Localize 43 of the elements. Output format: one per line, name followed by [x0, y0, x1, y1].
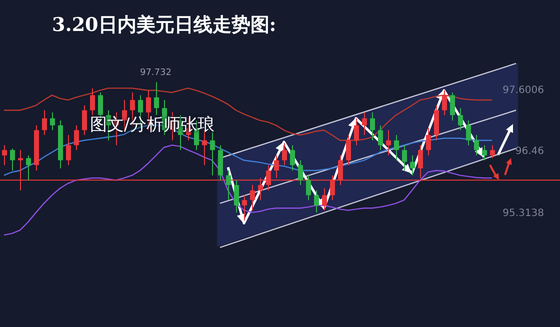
y-tick-label: 96.46	[515, 146, 544, 158]
candlestick	[354, 118, 359, 146]
candlestick	[226, 170, 231, 201]
candlestick	[466, 120, 471, 146]
candlestick	[74, 124, 79, 151]
candlestick	[490, 144, 495, 159]
candlestick	[42, 110, 47, 136]
candlestick	[402, 144, 407, 171]
candlestick	[378, 124, 383, 151]
candlestick	[26, 154, 31, 181]
candlestick	[482, 144, 487, 161]
candlestick	[66, 134, 71, 166]
candlestick	[322, 188, 327, 211]
y-tick-label: 95.3138	[502, 208, 544, 219]
candlestick	[314, 190, 319, 213]
candlestick	[234, 180, 239, 213]
candlestick	[370, 112, 375, 141]
candlestick	[474, 134, 479, 156]
line-series	[226, 89, 486, 224]
candlestick	[250, 184, 255, 211]
candlestick	[282, 142, 287, 166]
candlestick	[154, 82, 159, 116]
candlestick	[242, 194, 247, 222]
candlestick	[362, 112, 367, 136]
text: 3.20日内美元日线走势图:	[52, 13, 276, 38]
candlestick	[450, 92, 455, 121]
candlestick	[394, 134, 399, 161]
candlestick	[50, 112, 55, 131]
candlestick	[298, 160, 303, 186]
candlestick	[442, 90, 447, 116]
annotation: 97.732	[138, 68, 172, 78]
y-tick-label: 97.6006	[502, 84, 544, 96]
candlestick	[10, 148, 15, 171]
candlestick	[346, 134, 351, 166]
candlestick	[386, 130, 391, 156]
candlestick	[290, 144, 295, 171]
candlestick	[410, 154, 415, 176]
candlestick	[82, 104, 87, 136]
candlestick	[2, 144, 7, 166]
candlestick	[458, 108, 463, 131]
candlestick	[426, 128, 431, 156]
candlestick	[306, 174, 311, 201]
candlestick	[90, 88, 95, 116]
